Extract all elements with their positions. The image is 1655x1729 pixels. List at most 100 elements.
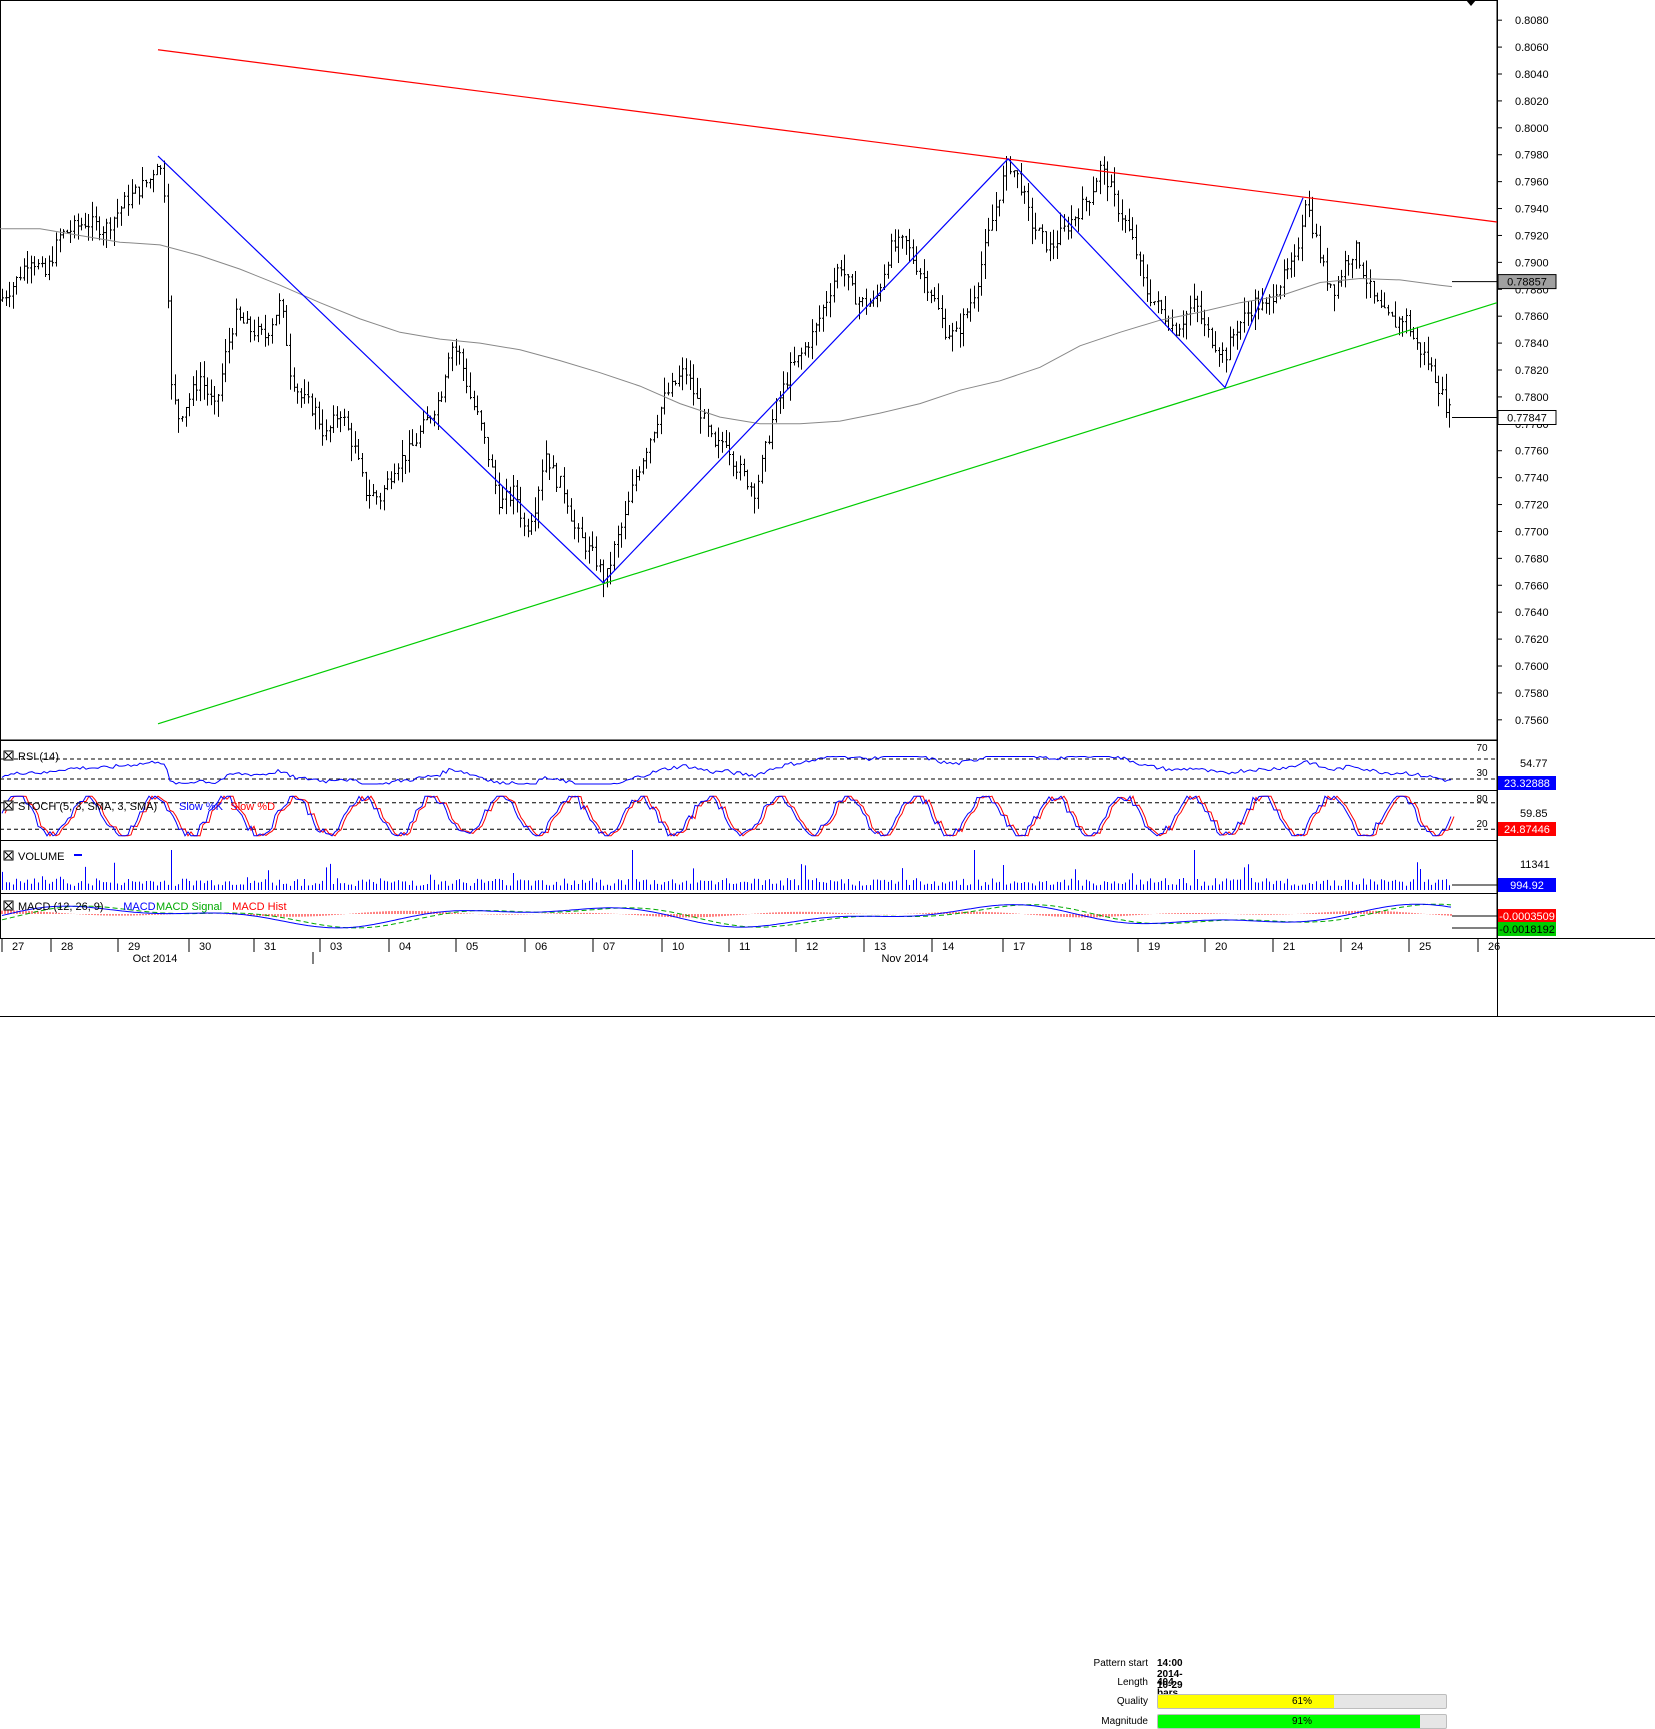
rsi-level-high-label: 70 xyxy=(1476,743,1488,754)
y-tick-label: 0.7700 xyxy=(1515,526,1549,538)
y-tick-label: 0.8080 xyxy=(1515,15,1549,27)
y-tick-label: 0.7660 xyxy=(1515,580,1549,592)
rsi-level-low-label: 30 xyxy=(1476,768,1488,779)
volume-value-2: 994.92 xyxy=(1510,880,1544,892)
x-day-label: 13 xyxy=(874,941,886,953)
y-tick-label: 0.8060 xyxy=(1515,42,1549,54)
stoch-title: STOCH (5, 3, SMA, 3, SMA) xyxy=(18,801,157,813)
y-tick-label: 0.8020 xyxy=(1515,96,1549,108)
magnitude-bar: 91% xyxy=(1157,1714,1447,1729)
x-day-label: 05 xyxy=(466,941,478,953)
volume-panel-border xyxy=(0,840,1498,894)
x-day-label: 30 xyxy=(199,941,211,953)
y-tick-label: 0.8040 xyxy=(1515,69,1549,81)
x-day-label: 25 xyxy=(1419,941,1431,953)
x-day-label: 18 xyxy=(1080,941,1092,953)
x-day-label: 20 xyxy=(1215,941,1227,953)
x-day-label: 07 xyxy=(603,941,615,953)
stoch-value-2: 24.87446 xyxy=(1504,824,1550,836)
y-tick-label: 0.7900 xyxy=(1515,257,1549,269)
y-tick-label: 0.7940 xyxy=(1515,204,1549,216)
ohlc-bars xyxy=(1,155,1451,598)
y-tick-label: 0.7560 xyxy=(1515,715,1549,727)
ma-price-label-text: 0.78857 xyxy=(1507,277,1547,289)
y-tick-label: 0.7680 xyxy=(1515,553,1549,565)
x-day-label: 19 xyxy=(1148,941,1160,953)
rsi-title: RSI (14) xyxy=(18,751,59,763)
y-tick-label: 0.7840 xyxy=(1515,338,1549,350)
y-tick-label: 0.8000 xyxy=(1515,123,1549,135)
zigzag-line xyxy=(157,155,1304,584)
stoch-level-low-label: 20 xyxy=(1476,819,1488,830)
x-day-label: 12 xyxy=(806,941,818,953)
volume-checkbox-x xyxy=(4,851,13,860)
last-price-label-text: 0.77847 xyxy=(1507,412,1547,424)
y-tick-label: 0.7800 xyxy=(1515,392,1549,404)
quality-value: 61% xyxy=(1291,1696,1312,1707)
y-tick-label: 0.7600 xyxy=(1515,661,1549,673)
x-day-label: 26 xyxy=(1488,941,1500,953)
stoch-legend-d: Slow %D xyxy=(230,801,275,813)
rsi-value-1: 54.77 xyxy=(1520,758,1548,770)
stoch-value-2-box xyxy=(1498,822,1556,836)
last-price-label-box xyxy=(1497,409,1557,425)
resistance-line xyxy=(157,49,1498,223)
support-line xyxy=(157,302,1498,725)
y-tick-label: 0.7960 xyxy=(1515,177,1549,189)
moving-average-line xyxy=(0,228,1453,425)
y-tick-label: 0.7860 xyxy=(1515,311,1549,323)
y-tick-label: 0.7620 xyxy=(1515,634,1549,646)
y-tick-label: 0.7760 xyxy=(1515,446,1549,458)
y-tick-label: 0.7820 xyxy=(1515,365,1549,377)
stoch-k-line xyxy=(1,795,1452,837)
ma-price-label-box xyxy=(1497,274,1557,290)
x-day-label: 24 xyxy=(1351,941,1363,953)
macd-value-2: -0.0018192 xyxy=(1499,924,1555,936)
stoch-value-1: 59.85 xyxy=(1520,808,1548,820)
quality-bar: 61% xyxy=(1157,1694,1447,1709)
pattern-start-label: Pattern start xyxy=(1093,1658,1148,1669)
macd-value-1-box xyxy=(1498,909,1556,923)
main-panel-border xyxy=(0,0,1498,741)
rsi-checkbox-x xyxy=(4,751,13,760)
stoch-legend-k: Slow %K xyxy=(179,801,224,813)
y-tick-label: 0.7980 xyxy=(1515,150,1549,162)
macd-panel-border xyxy=(0,893,1498,939)
length-label: Length xyxy=(1117,1677,1148,1688)
x-day-label: 31 xyxy=(264,941,276,953)
x-month-label: Oct 2014 xyxy=(133,953,178,965)
x-day-label: 28 xyxy=(61,941,73,953)
macd-legend-signal: MACD Signal xyxy=(156,901,222,913)
volume-value-2-box xyxy=(1498,878,1556,892)
rsi-line xyxy=(1,755,1452,785)
x-day-label: 11 xyxy=(739,941,750,953)
x-day-label: 10 xyxy=(672,941,684,953)
x-day-label: 06 xyxy=(535,941,547,953)
macd-value-2-box xyxy=(1498,922,1556,936)
macd-line xyxy=(1,903,1452,929)
x-month-label: Nov 2014 xyxy=(881,953,928,965)
macd-legend-hist: MACD Hist xyxy=(232,901,286,913)
x-day-label: 27 xyxy=(12,941,24,953)
macd-title: MACD (12, 26, 9) xyxy=(18,901,104,913)
y-tick-label: 0.7720 xyxy=(1515,500,1549,512)
stoch-checkbox-x xyxy=(4,801,13,810)
top-marker-icon xyxy=(1466,0,1476,6)
stoch-level-high-label: 80 xyxy=(1476,794,1488,805)
x-day-label: 03 xyxy=(330,941,342,953)
macd-signal-line xyxy=(1,903,1452,929)
rsi-panel-border xyxy=(0,740,1498,791)
y-tick-label: 0.7920 xyxy=(1515,230,1549,242)
macd-value-1: -0.0003509 xyxy=(1499,911,1555,923)
y-tick-label: 0.7640 xyxy=(1515,607,1549,619)
rsi-value-2: 23.32888 xyxy=(1504,778,1550,790)
macd-legend-macd: MACD xyxy=(123,901,155,913)
volume-bars xyxy=(2,850,1450,890)
stoch-d-line xyxy=(4,795,1455,837)
rsi-value-2-box xyxy=(1498,776,1556,790)
x-day-label: 29 xyxy=(128,941,140,953)
volume-title: VOLUME xyxy=(18,851,64,863)
x-day-label: 14 xyxy=(942,941,954,953)
y-tick-label: 0.7580 xyxy=(1515,688,1549,700)
x-day-label: 21 xyxy=(1283,941,1295,953)
